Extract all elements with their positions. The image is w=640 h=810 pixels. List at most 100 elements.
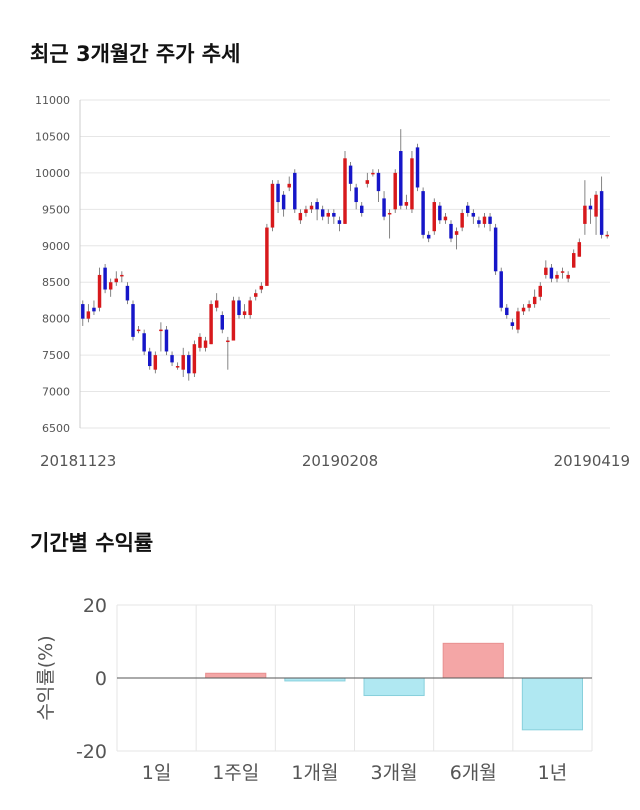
y-tick-label: 0 [95,668,107,690]
candle-body [371,172,375,175]
candle-body [449,223,453,239]
candle-body [549,267,554,279]
candle-body [516,311,520,330]
candle-body [332,212,336,217]
candle-body [97,274,102,308]
candle-body [577,242,582,257]
candle-body [254,293,258,297]
candle-body [198,336,202,348]
candle-body [209,304,213,345]
candle-body [482,216,487,224]
candle-body [265,227,269,286]
candle-body [588,205,593,210]
candle-body [326,212,330,217]
y-tick-label: 11000 [35,94,70,107]
candle-body [410,158,414,210]
candle-body [426,234,431,239]
candle-body [393,172,397,210]
price-trend-title: 최근 3개월간 주가 추세 [30,42,241,66]
candle-body [237,300,241,316]
candle-body [181,355,185,370]
candle-body [354,187,358,203]
candle-body [309,205,314,210]
y-tick-label: 7000 [42,386,70,399]
y-axis-label: 수익률(%) [35,635,57,720]
candle-body [159,329,163,332]
x-category-label: 1일 [142,762,172,784]
candle-body [432,202,436,232]
candle-body [387,212,392,215]
x-tick-label: 20190208 [302,452,378,470]
y-tick-label: 10000 [35,167,70,180]
candle-body [203,340,208,348]
return-bar [521,677,583,731]
candle-body [142,333,146,352]
y-tick-label: -20 [76,741,107,763]
candle-body [477,220,481,224]
y-tick-label: 9000 [42,240,70,253]
candle-body [415,147,420,188]
candle-body [583,205,587,224]
return-bar [442,642,504,679]
y-tick-label: 10500 [35,130,70,143]
candle-body [281,194,286,210]
candle-body [148,351,152,367]
candle-body [92,307,96,312]
period-return-title: 기간별 수익률 [30,531,154,555]
x-category-label: 1년 [538,762,568,784]
candle-body [399,151,403,206]
candle-body [81,304,85,319]
candle-body [382,198,386,217]
candle-body [298,212,303,221]
candle-body [187,355,191,374]
candle-body [532,296,537,305]
x-category-label: 3개월 [371,762,418,784]
candle-body [572,253,576,268]
candle-body [86,311,91,319]
candle-body [131,304,135,337]
candle-body [220,315,224,330]
candle-body [248,300,252,316]
y-tick-label: 8000 [42,313,70,326]
candle-body [175,366,180,368]
y-tick-label: 8500 [42,276,70,289]
candle-body [125,285,130,301]
candle-body [566,274,570,279]
candle-body [493,227,498,272]
candle-body [214,300,219,308]
candle-body [544,267,548,275]
candle-body [488,216,492,224]
candle-body [270,183,275,228]
candle-body [599,191,604,235]
x-category-label: 6개월 [450,762,497,784]
return-bar [205,672,267,679]
candle-body [304,209,308,213]
candle-body [360,205,364,213]
x-category-label: 1개월 [291,762,338,784]
candle-body [348,165,353,184]
candle-body [510,322,515,326]
candle-body [521,307,526,312]
y-tick-label: 7500 [42,349,70,362]
candle-body [276,183,280,203]
candle-body [287,183,291,188]
candle-body [460,212,464,228]
candle-body [315,202,319,210]
candle-body [242,311,247,316]
y-tick-label: 20 [83,595,107,617]
candle-body [538,285,542,297]
candle-body [192,344,197,374]
candle-body [164,329,169,352]
candle-body [605,234,609,237]
candle-body [293,172,297,210]
candle-body [421,191,425,235]
candle-body [376,172,381,192]
candle-body [365,180,370,184]
candle-body [103,267,107,290]
candle-body [454,231,459,235]
candle-body [443,216,448,221]
candle-body [170,355,174,363]
candle-body [594,194,598,217]
candle-body [153,355,158,370]
